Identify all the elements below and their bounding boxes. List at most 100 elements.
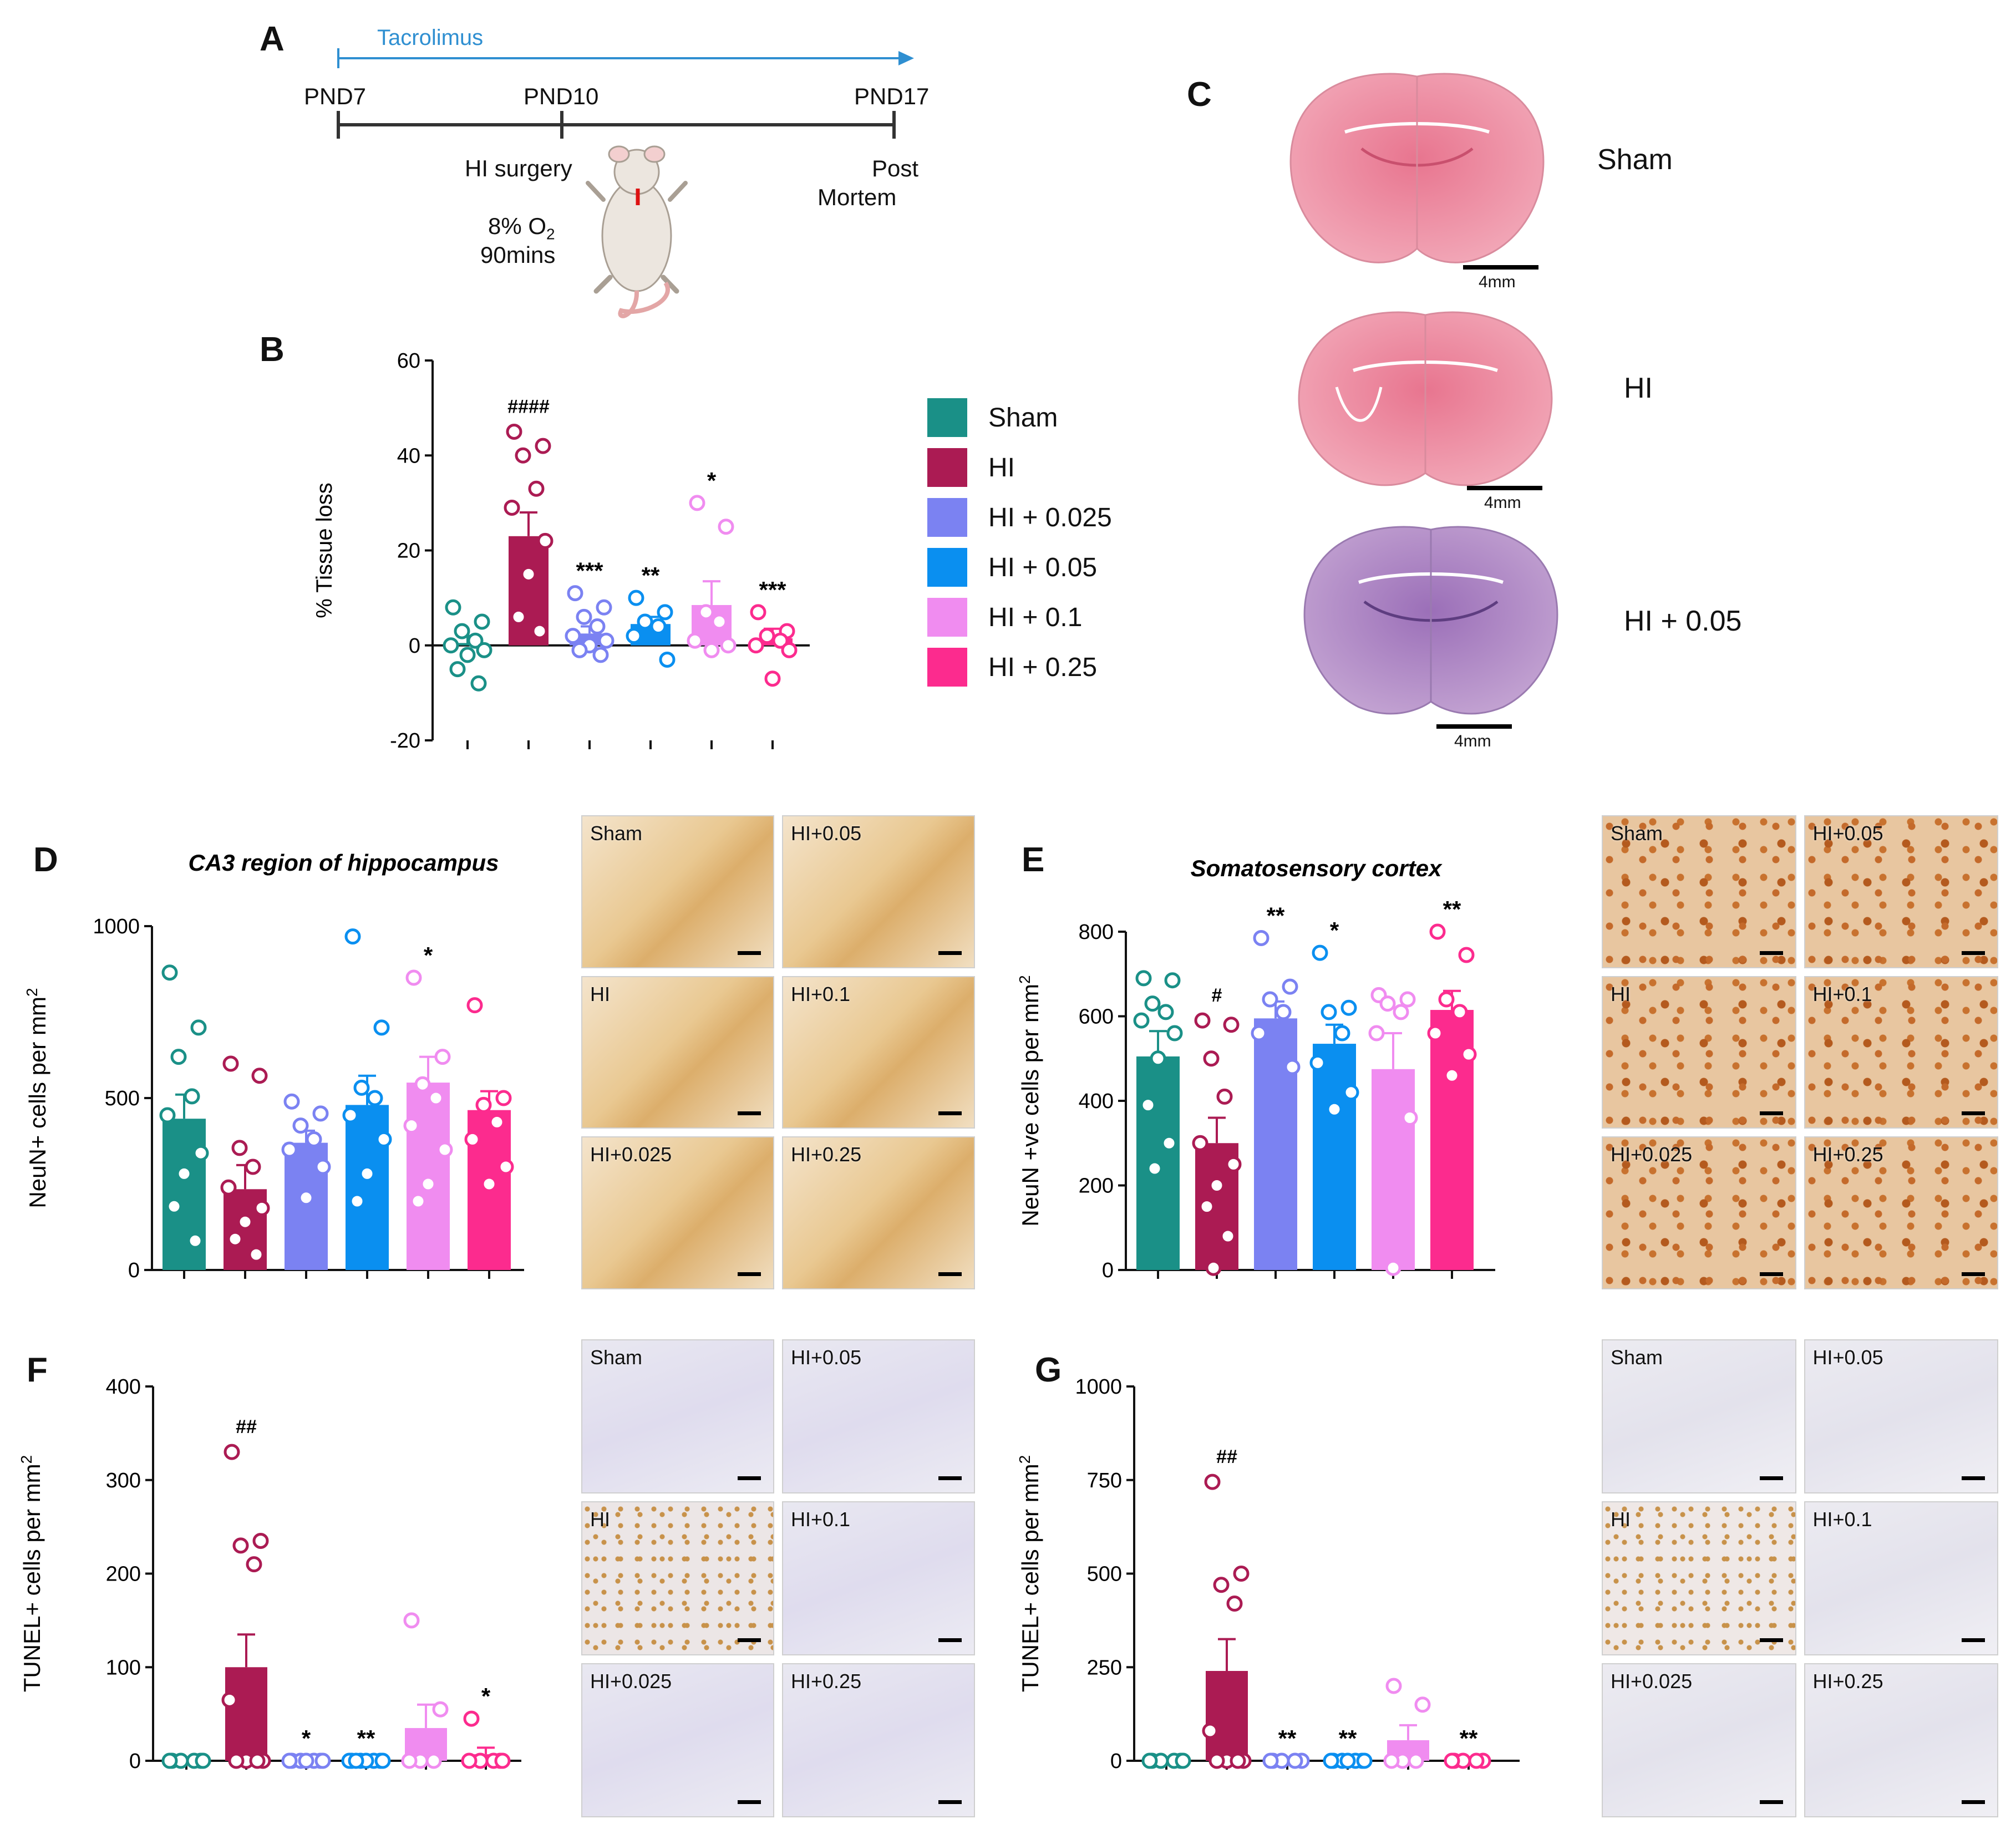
data-point bbox=[222, 1055, 239, 1072]
data-point bbox=[436, 1141, 453, 1158]
y-axis-label: NeuN+ cells per mm2 bbox=[23, 988, 51, 1208]
micrograph-label: HI+0.25 bbox=[791, 1670, 862, 1693]
micrograph-hi-0-1: HI+0.1 bbox=[1804, 976, 1998, 1129]
panel-label-c: C bbox=[1187, 75, 1212, 114]
significance-label: * bbox=[707, 468, 717, 494]
data-point bbox=[1427, 1025, 1444, 1041]
legend-item-hi-0-25: HI + 0.25 bbox=[927, 648, 1097, 687]
data-point bbox=[1194, 1012, 1211, 1029]
y-tick-label: -20 bbox=[390, 729, 420, 753]
scale-bar bbox=[738, 1111, 761, 1116]
data-point bbox=[252, 1532, 269, 1549]
data-point bbox=[596, 599, 612, 616]
data-point bbox=[1140, 1097, 1156, 1114]
micrograph-hi: HI bbox=[1602, 976, 1796, 1129]
scale-bar bbox=[1759, 1800, 1783, 1804]
significance-label: ** bbox=[642, 562, 660, 588]
data-point bbox=[298, 1752, 314, 1769]
data-point bbox=[237, 1213, 253, 1230]
data-point bbox=[1458, 947, 1475, 963]
data-point bbox=[342, 1107, 359, 1124]
micrograph-label: HI+0.25 bbox=[791, 1143, 862, 1166]
data-point bbox=[476, 642, 492, 658]
scale-bar bbox=[1759, 1638, 1783, 1642]
scale-bar bbox=[1759, 1476, 1783, 1480]
micrograph-sham: Sham bbox=[581, 1339, 774, 1493]
timepoint-pnd17: PND17 bbox=[854, 83, 930, 109]
data-point bbox=[1204, 1474, 1221, 1490]
data-point bbox=[1205, 1259, 1222, 1276]
data-point bbox=[772, 632, 789, 649]
micrograph-label: HI bbox=[1611, 1508, 1631, 1531]
data-point bbox=[249, 1752, 266, 1769]
data-point bbox=[306, 1131, 322, 1147]
data-point bbox=[466, 997, 483, 1014]
data-point bbox=[1334, 1025, 1350, 1041]
data-point bbox=[657, 604, 673, 621]
micrograph-hi-0-05: HI+0.05 bbox=[1804, 1339, 1998, 1493]
micrograph-sham: Sham bbox=[1602, 1339, 1796, 1493]
data-point bbox=[410, 1193, 426, 1210]
data-point bbox=[1379, 995, 1396, 1012]
data-point bbox=[1312, 944, 1328, 961]
data-point bbox=[1287, 1752, 1303, 1769]
data-point bbox=[159, 1107, 176, 1124]
data-point bbox=[1340, 999, 1357, 1016]
micrograph-label: Sham bbox=[1611, 1346, 1663, 1369]
oxygen-label: 8% O2 bbox=[488, 213, 555, 243]
panel-label-d: D bbox=[33, 841, 58, 879]
data-point bbox=[1385, 1259, 1401, 1276]
data-point bbox=[246, 1556, 262, 1573]
data-point bbox=[349, 1193, 365, 1210]
micrograph-hi-0-25: HI+0.25 bbox=[782, 1663, 975, 1817]
brain-label-sham: Sham bbox=[1597, 144, 1673, 176]
data-point bbox=[1383, 1752, 1400, 1769]
micrograph-label: HI+0.25 bbox=[1812, 1143, 1883, 1166]
data-point bbox=[576, 608, 592, 625]
significance-label: ** bbox=[357, 1725, 375, 1751]
legend-swatch bbox=[927, 648, 967, 687]
legend-swatch bbox=[927, 398, 967, 437]
data-point bbox=[1309, 1054, 1326, 1071]
chart-neun-cortex: Somatosensory cortex 0 200 400 600 800 NeuN +v… bbox=[1016, 855, 1495, 1282]
scale-label: 4mm bbox=[1454, 732, 1491, 750]
data-point bbox=[1208, 1752, 1225, 1769]
data-point bbox=[281, 1752, 298, 1769]
data-point bbox=[637, 613, 653, 630]
data-point bbox=[454, 623, 470, 639]
data-point bbox=[1408, 1752, 1424, 1769]
data-point bbox=[161, 964, 178, 981]
data-point bbox=[232, 1537, 249, 1554]
significance-label: ** bbox=[1443, 896, 1461, 922]
data-point bbox=[628, 590, 644, 606]
data-point bbox=[428, 1090, 444, 1106]
data-point bbox=[1141, 1752, 1158, 1769]
significance-label: ** bbox=[1267, 902, 1285, 928]
micrograph-label: HI+0.025 bbox=[590, 1143, 672, 1166]
data-point bbox=[228, 1752, 245, 1769]
legend-item-sham: Sham bbox=[927, 398, 1058, 437]
y-tick-label: 500 bbox=[1087, 1563, 1122, 1586]
data-point bbox=[1133, 1012, 1150, 1029]
data-point bbox=[170, 1049, 187, 1065]
micrographs-e: Sham HI+0.05 HI HI+0.1 HI+0.025 HI+0.25 bbox=[1602, 815, 1998, 1289]
scale-bar bbox=[1759, 1272, 1783, 1276]
y-tick-label: 60 bbox=[397, 349, 420, 373]
data-point bbox=[231, 1140, 248, 1156]
data-point bbox=[592, 647, 609, 663]
micrograph-hi-0-25: HI+0.25 bbox=[1804, 1136, 1998, 1289]
data-point bbox=[373, 1019, 390, 1036]
data-point bbox=[367, 1090, 383, 1106]
data-point bbox=[571, 642, 588, 658]
significance-label: *** bbox=[759, 577, 786, 603]
legend-label: HI + 0.025 bbox=[988, 502, 1112, 532]
data-point bbox=[1282, 978, 1298, 995]
data-point bbox=[464, 1131, 481, 1147]
data-point bbox=[1146, 1160, 1163, 1177]
micrographs-d: Sham HI+0.05 HI HI+0.1 HI+0.025 HI+0.25 bbox=[581, 815, 975, 1289]
y-axis-label: % Tissue loss bbox=[312, 482, 337, 618]
legend-swatch bbox=[927, 498, 967, 537]
duration-label: 90mins bbox=[480, 242, 556, 268]
legend-item-hi-0-1: HI + 0.1 bbox=[927, 598, 1082, 637]
